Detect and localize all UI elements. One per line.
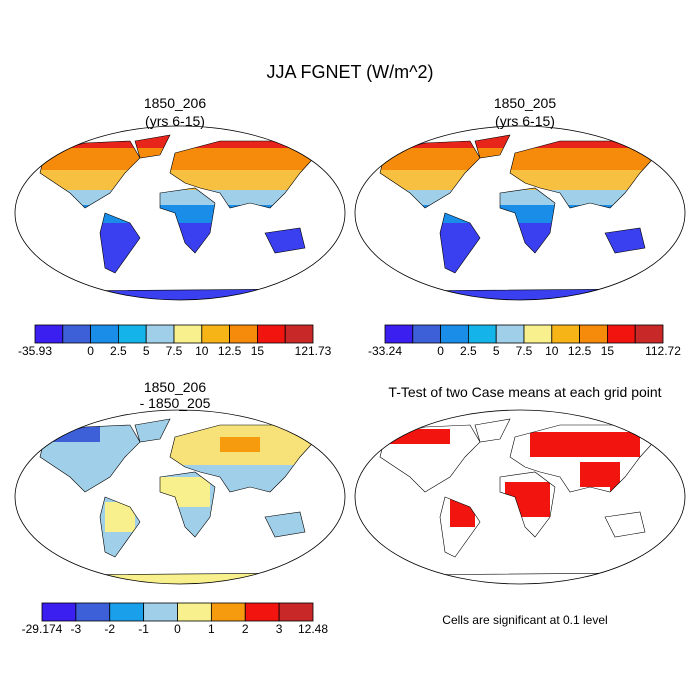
colorbar-box [34,324,64,344]
colorbar-box [256,324,286,344]
panel-title: 1850_205 [494,95,557,111]
panel-title: 1850_206 [144,379,207,395]
colorbar-label: -35.93 [18,344,52,358]
colorbar-box [41,602,77,622]
colorbar-label: 7.5 [166,344,183,358]
colorbar-box [607,324,636,344]
colorbar-label: 5 [493,344,500,358]
colorbar-label: 15 [601,344,615,358]
colorbar-box [143,602,178,622]
panel-title: (yrs 6-15) [145,113,205,129]
colorbar-label: -3 [71,622,82,636]
colorbars: -35.93 0 2.5 5 7.5 10 12.5 15 121.73 -33.24 0 2.5 5 7… [18,324,681,636]
colorbar-label: 5 [143,344,150,358]
colorbar-box [62,324,91,344]
colorbar-label: 10 [545,344,559,358]
colorbar-box [495,324,525,344]
colorbar-label: 2.5 [110,344,127,358]
colorbar-box [75,602,111,622]
panel-title: (yrs 6-15) [495,113,555,129]
colorbar-label: 2 [242,622,249,636]
panel-title: 1850_206 [144,95,207,111]
colorbar-label: 2.5 [460,344,477,358]
colorbar-label: 12.5 [218,344,242,358]
colorbar-box [278,602,314,622]
colorbar-box [412,324,441,344]
colorbar-box [201,324,231,344]
colorbar-label: -33.24 [368,344,402,358]
colorbar-label: 15 [251,344,265,358]
colorbar-box [523,324,553,344]
colorbar-box [145,324,175,344]
panel-note: Cells are significant at 0.1 level [442,613,607,627]
colorbar-label: 3 [276,622,283,636]
colorbar-box [384,324,414,344]
colorbar-box [284,324,314,344]
colorbar-label: 12.48 [298,622,328,636]
colorbar-box [210,602,246,622]
colorbar-label: 10 [195,344,209,358]
colorbar-box [173,324,203,344]
colorbar-label: -29.174 [22,622,63,636]
colorbar-box [634,324,664,344]
figure-title: JJA FGNET (W/m^2) [266,62,433,82]
colorbar-label: 12.5 [568,344,592,358]
colorbar-box [579,324,608,344]
map [14,125,346,301]
colorbar-label: 112.72 [645,344,681,358]
colorbar-label: 1 [208,622,215,636]
colorbar-label: 0 [437,344,444,358]
panel-title: T-Test of two Case means at each grid po… [388,384,661,400]
colorbar-box [177,602,212,622]
colorbar-box [440,324,469,344]
colorbar-label: -2 [104,622,115,636]
colorbar-box [109,602,145,622]
colorbar-label: 0 [87,344,94,358]
map [14,409,346,585]
map [354,125,686,301]
map [354,409,686,585]
panel-title: - 1850_205 [140,395,211,411]
colorbar-box [90,324,119,344]
colorbar-box [118,324,147,344]
colorbar-label: 121.73 [295,344,332,358]
colorbar-box [551,324,580,344]
colorbar-box [467,324,497,344]
colorbar-box [229,324,258,344]
colorbar-box [244,602,280,622]
colorbar-label: 7.5 [516,344,533,358]
colorbar-label: 0 [174,622,181,636]
colorbar-label: -1 [138,622,149,636]
